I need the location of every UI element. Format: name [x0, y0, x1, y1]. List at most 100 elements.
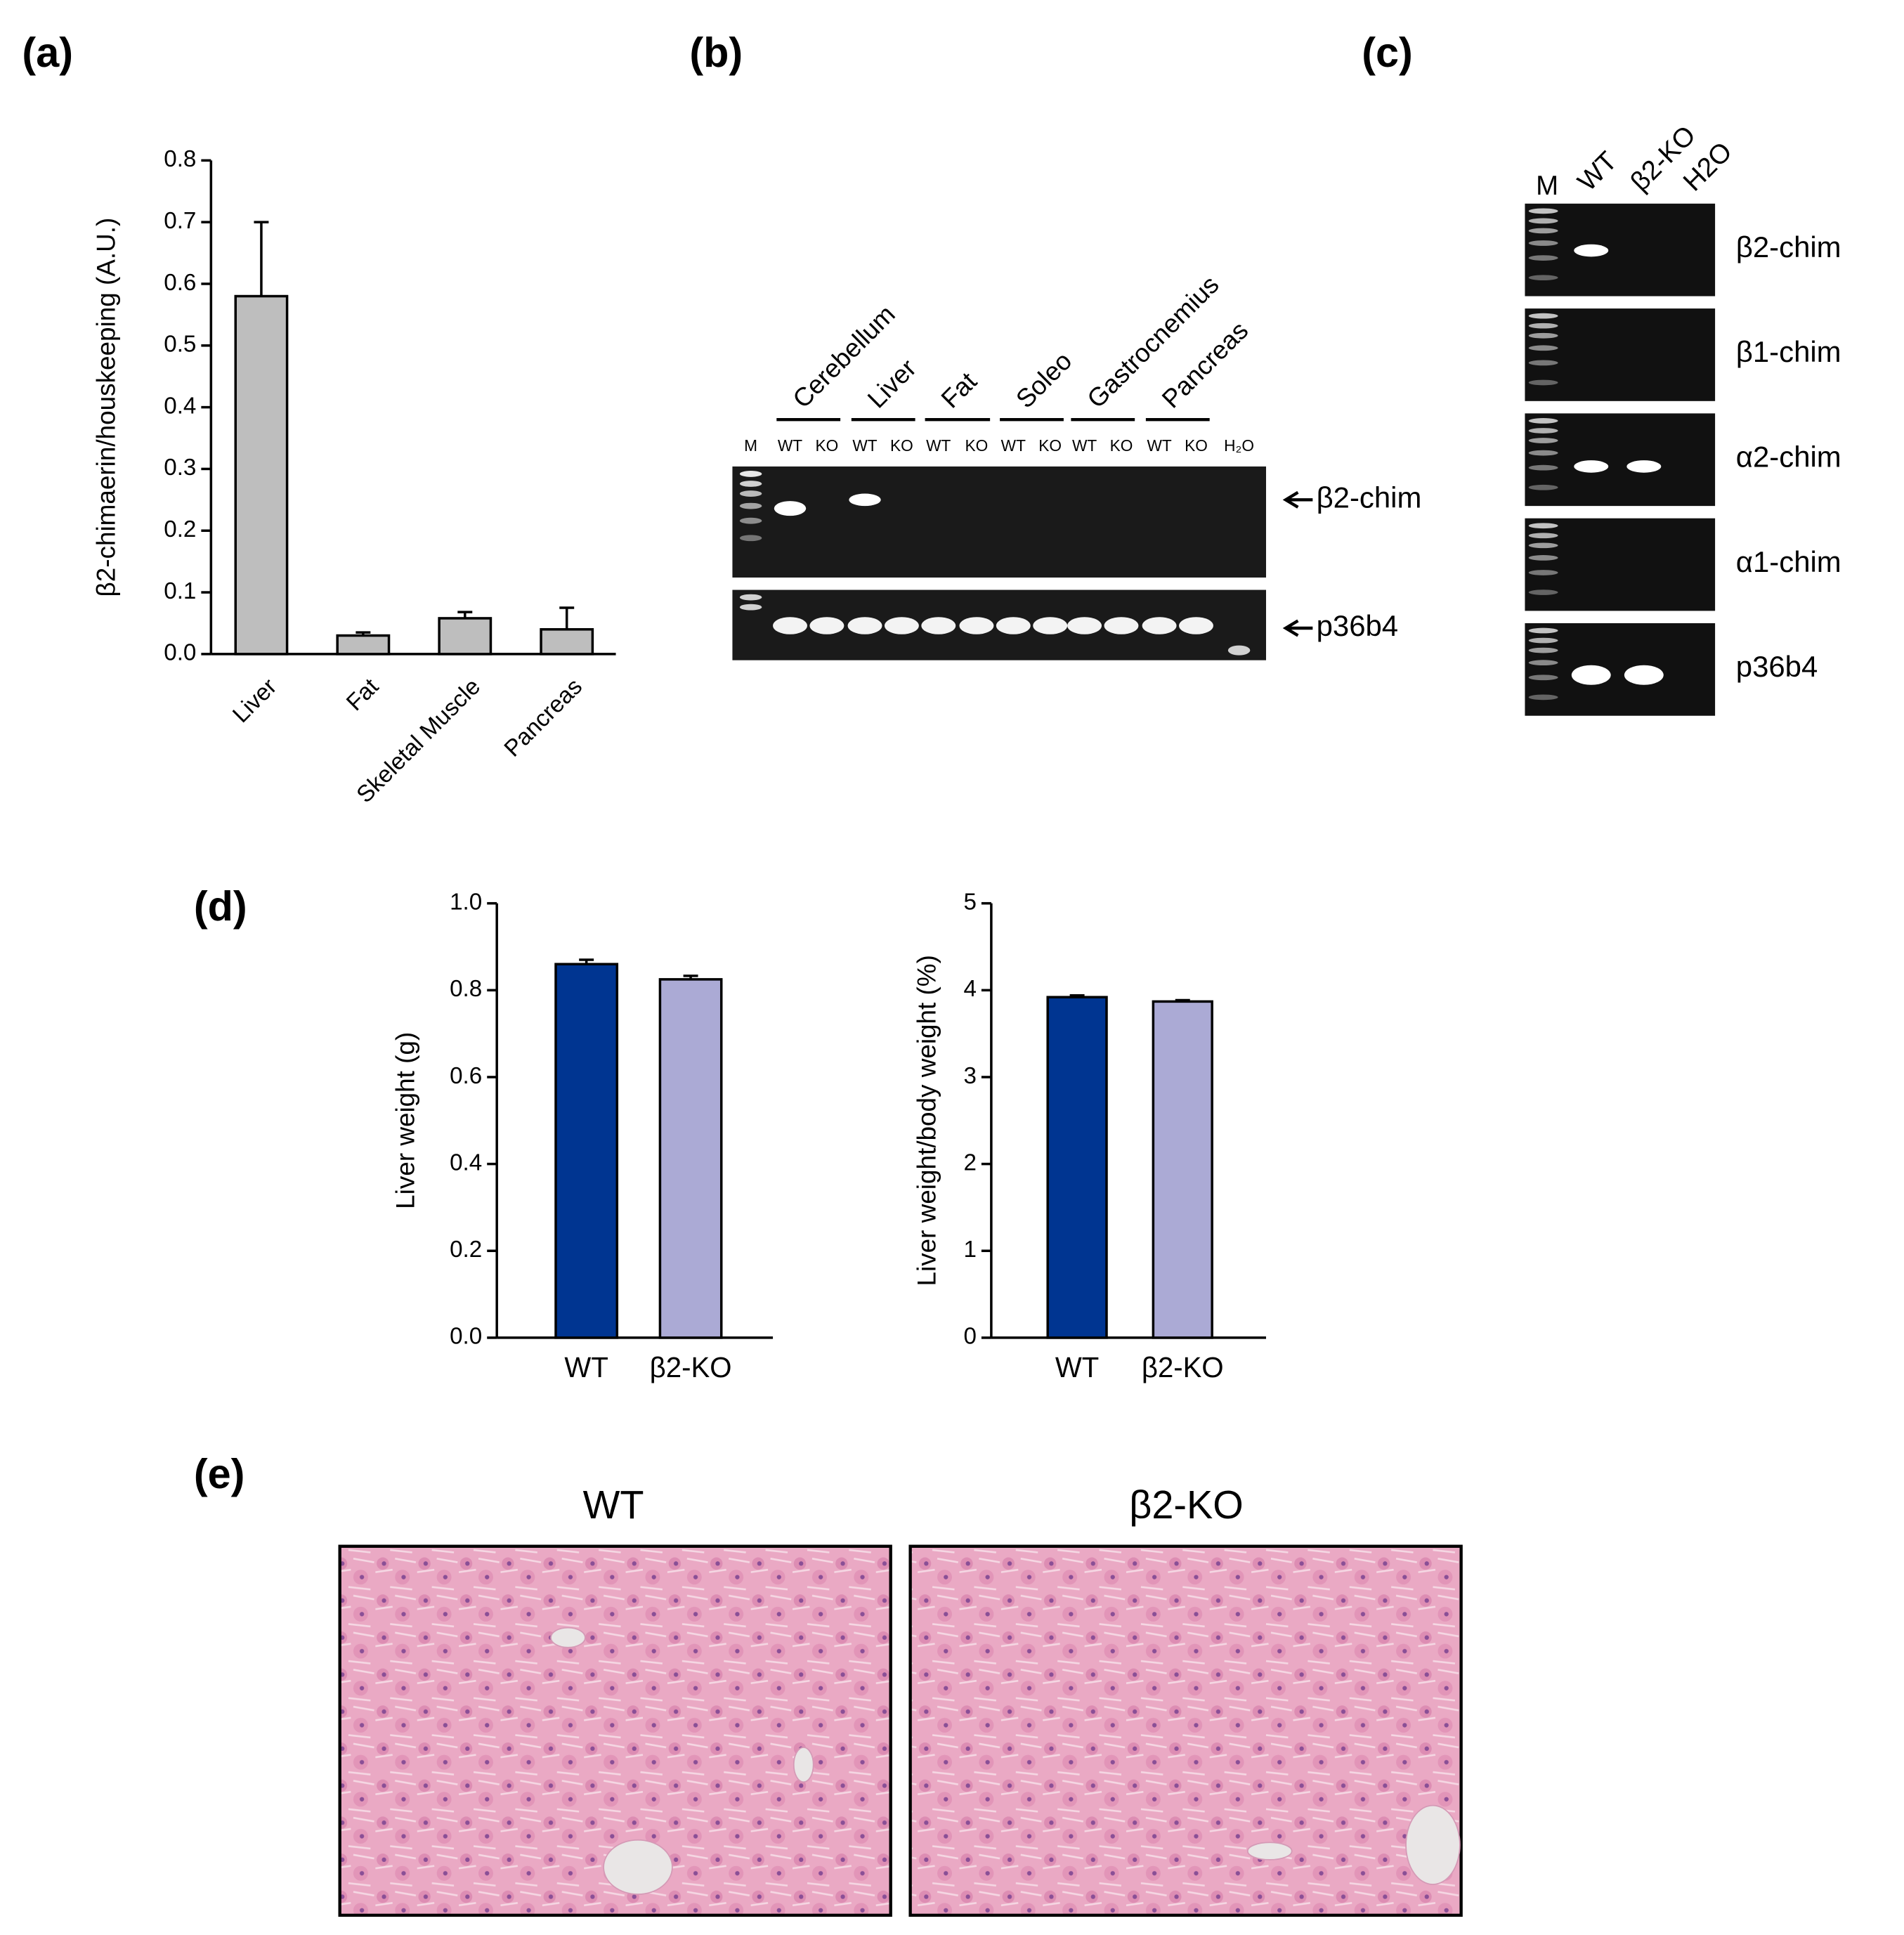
- gel-band: [1528, 322, 1558, 329]
- gene-label: p36b4: [1736, 650, 1818, 683]
- gel-band: [1528, 484, 1558, 490]
- bar: [1046, 996, 1108, 1339]
- x-tick-label: WT: [1055, 1352, 1099, 1383]
- gel-band: [739, 502, 762, 509]
- gel-band: [1528, 228, 1558, 234]
- lane-label: H₂O: [1224, 436, 1254, 455]
- gel-band: [1528, 570, 1558, 575]
- lane-label: KO: [1185, 436, 1208, 455]
- gel-band: [1624, 665, 1664, 685]
- y-tick-label: 0.5: [164, 332, 196, 358]
- y-tick-label: 1.0: [450, 889, 482, 915]
- gel-band: [739, 535, 762, 542]
- y-tick-label: 1: [963, 1237, 976, 1263]
- gel-band: [1528, 379, 1558, 386]
- gel-band: [847, 617, 882, 634]
- vessel: [603, 1839, 673, 1895]
- gel-band: [773, 617, 807, 634]
- gel-band: [1528, 240, 1558, 246]
- gel-band: [809, 617, 845, 634]
- vessel: [550, 1627, 586, 1648]
- lane-label: KO: [1038, 436, 1062, 455]
- gel-band: [1528, 523, 1558, 529]
- gel-band: [996, 617, 1031, 634]
- gel: [732, 466, 1267, 578]
- gel-band: [1528, 542, 1558, 549]
- lane-label: KO: [890, 436, 913, 455]
- lane-label: M: [744, 436, 757, 455]
- bar: [234, 294, 289, 656]
- panel-label: (c): [1362, 29, 1413, 76]
- y-tick-label: 0.1: [164, 578, 196, 604]
- gel: [1525, 308, 1716, 401]
- y-tick-label: 0.4: [450, 1149, 482, 1175]
- panel-label: (e): [194, 1450, 245, 1497]
- gel-band: [1528, 218, 1558, 224]
- x-tick-label: Pancreas: [500, 674, 587, 762]
- histology-image: [908, 1544, 1463, 1917]
- x-tick-label: WT: [564, 1352, 608, 1383]
- tissue-label: Fat: [936, 367, 982, 414]
- gene-label: β1-chim: [1736, 335, 1841, 368]
- gel-band: [1528, 313, 1558, 319]
- lane-label: KO: [965, 436, 989, 455]
- gel-band: [739, 490, 762, 497]
- bar: [1152, 1000, 1213, 1339]
- gel-band: [1528, 647, 1558, 653]
- vessel: [1246, 1842, 1293, 1861]
- bar: [658, 978, 723, 1339]
- y-tick-label: 5: [963, 889, 976, 915]
- panel-label: (d): [194, 882, 247, 930]
- gel-band: [1528, 589, 1558, 595]
- arrow: [1282, 490, 1313, 509]
- gel-band: [959, 617, 994, 634]
- gel-band: [1528, 675, 1558, 681]
- gel-band: [739, 604, 762, 611]
- gel-band: [1574, 460, 1609, 473]
- band-label: p36b4: [1317, 609, 1399, 642]
- gel-band: [1528, 464, 1558, 471]
- tissue-label: Gastrocnemius: [1081, 270, 1224, 413]
- lane-label: KO: [816, 436, 839, 455]
- gene-label: α2-chim: [1736, 440, 1841, 473]
- y-tick-label: 0.7: [164, 208, 196, 234]
- gel-band: [1067, 617, 1102, 634]
- y-tick-label: 0.0: [450, 1324, 482, 1350]
- arrow: [1282, 619, 1313, 637]
- bar: [438, 617, 493, 656]
- y-tick-label: 0.3: [164, 455, 196, 481]
- vessel: [793, 1747, 814, 1783]
- lane-label: KO: [1110, 436, 1133, 455]
- gel-band: [1528, 627, 1558, 634]
- lane-label: WT: [852, 436, 877, 455]
- gel-band: [1528, 438, 1558, 443]
- gel: [1525, 623, 1716, 716]
- gel-band: [884, 617, 919, 634]
- gel-band: [1104, 617, 1139, 634]
- gel-band: [1528, 450, 1558, 456]
- y-axis-label: Liver weight/body weight (%): [913, 955, 941, 1286]
- lane-label: WT: [778, 436, 802, 455]
- y-tick-label: 2: [963, 1149, 976, 1175]
- x-tick-label: β2-KO: [1142, 1352, 1224, 1383]
- y-tick-label: 0.8: [164, 146, 196, 172]
- bar: [554, 963, 619, 1339]
- x-tick-label: Liver: [228, 674, 282, 728]
- gel-band: [774, 501, 807, 516]
- lane-label: WT: [1572, 146, 1623, 197]
- gel-band: [1528, 555, 1558, 561]
- gel-band: [1528, 418, 1558, 424]
- bar: [336, 634, 391, 656]
- y-tick-label: 0.4: [164, 393, 196, 419]
- image-title: β2-KO: [1129, 1483, 1244, 1527]
- gel-band: [1571, 665, 1611, 685]
- gel-band: [1227, 645, 1251, 656]
- panel-label: (b): [689, 29, 743, 76]
- image-title: WT: [583, 1483, 644, 1527]
- gel-band: [1528, 275, 1558, 281]
- gel-band: [1528, 360, 1558, 366]
- gel-band: [739, 481, 762, 487]
- gel-band: [1528, 428, 1558, 434]
- lane-label: M: [1536, 171, 1558, 201]
- bar: [540, 627, 594, 656]
